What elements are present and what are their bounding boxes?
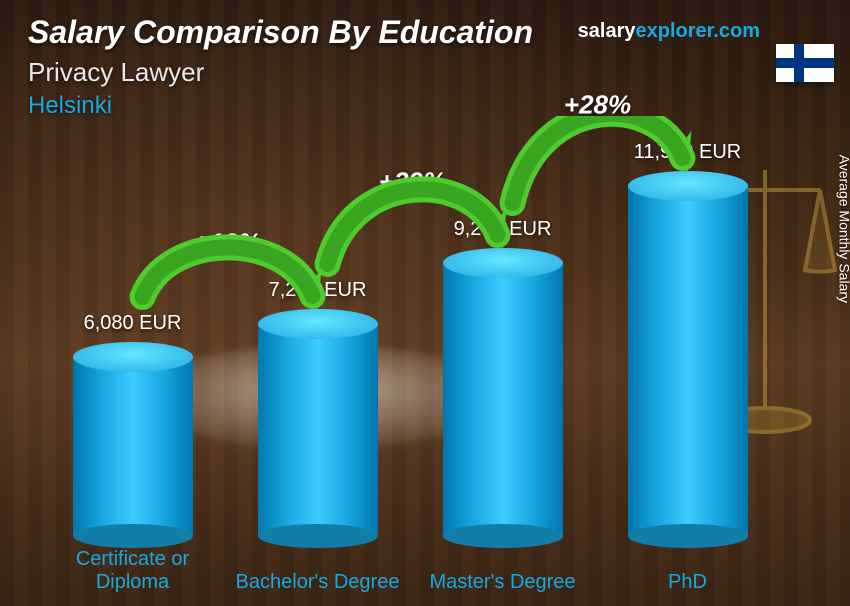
bar-body: [628, 186, 748, 536]
bar-group: 11,900 EURPhD: [595, 186, 780, 536]
bar-top: [258, 309, 378, 339]
bar-top: [628, 171, 748, 201]
bar-group: 6,080 EURCertificate or Diploma: [40, 357, 225, 536]
bar: 11,900 EUR: [628, 186, 748, 536]
brand-logo: salaryexplorer.com: [578, 20, 760, 43]
bar-category-label: Certificate or Diploma: [48, 548, 218, 594]
bar-chart: 6,080 EURCertificate or Diploma7,200 EUR…: [40, 116, 790, 536]
bar-body: [258, 324, 378, 536]
bar-top: [443, 248, 563, 278]
increment-label: +28%: [564, 90, 631, 121]
brand-suffix: explorer.com: [635, 20, 760, 42]
bar: 9,270 EUR: [443, 263, 563, 536]
bar-category-label: PhD: [603, 571, 773, 594]
bar-body: [73, 357, 193, 536]
bar-group: 7,200 EURBachelor's Degree: [225, 324, 410, 536]
bar-bottom: [73, 524, 193, 548]
y-axis-label: Average Monthly Salary: [836, 155, 850, 303]
finland-flag-icon: [776, 44, 834, 82]
bar-bottom: [443, 524, 563, 548]
increment-label: +29%: [379, 167, 446, 198]
increment-label: +18%: [194, 228, 261, 259]
bar-bottom: [258, 524, 378, 548]
bar-bottom: [628, 524, 748, 548]
chart-title: Salary Comparison By Education: [28, 14, 533, 51]
bar-category-label: Master's Degree: [418, 571, 588, 594]
header: Salary Comparison By Education Privacy L…: [28, 14, 533, 120]
bar-body: [443, 263, 563, 536]
bar-value-label: 6,080 EUR: [84, 312, 182, 335]
bar-group: 9,270 EURMaster's Degree: [410, 263, 595, 536]
infographic-stage: Salary Comparison By Education Privacy L…: [0, 0, 850, 606]
bar-top: [73, 342, 193, 372]
bar-category-label: Bachelor's Degree: [233, 571, 403, 594]
bar-value-label: 9,270 EUR: [454, 218, 552, 241]
bar-value-label: 7,200 EUR: [269, 279, 367, 302]
bar-value-label: 11,900 EUR: [634, 141, 741, 164]
bar: 7,200 EUR: [258, 324, 378, 536]
brand-prefix: salary: [578, 20, 636, 42]
bar: 6,080 EUR: [73, 357, 193, 536]
chart-subtitle: Privacy Lawyer: [28, 57, 533, 88]
